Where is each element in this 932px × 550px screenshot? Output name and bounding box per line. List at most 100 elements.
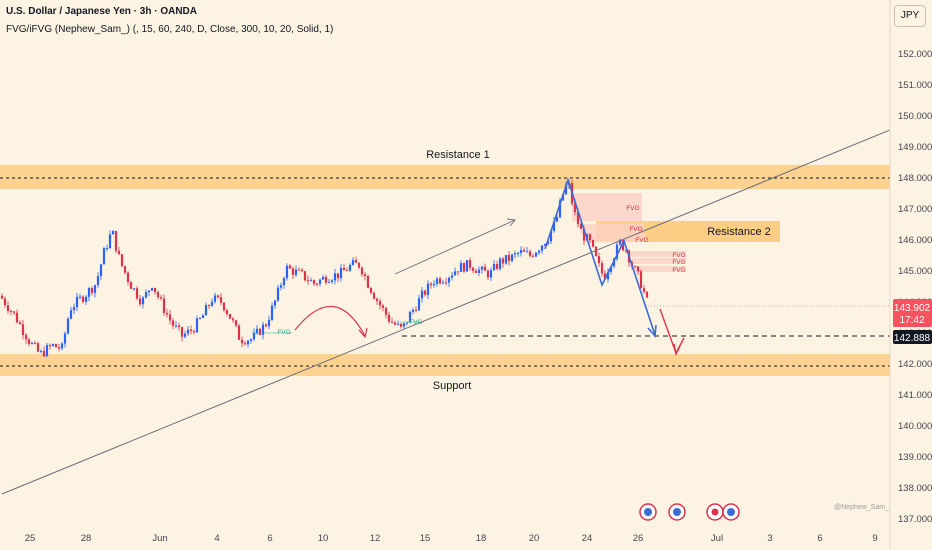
candle-body [258,328,262,335]
x-tick-label: 9 [872,533,877,544]
candle-body [537,250,541,253]
candle-body [168,314,172,321]
y-tick-label: 148.000 [898,173,932,184]
x-tick-label: 12 [370,533,381,544]
candle-body [390,321,394,323]
candle-body [246,340,250,345]
last-price-tag [893,299,932,327]
candle-body [264,324,268,327]
candle-body [621,240,625,251]
candle-body [489,270,493,278]
us-flag-icon-2[interactable] [668,503,686,521]
jp-flag-icon-1[interactable] [706,503,724,521]
pattern-arrowhead [647,324,657,338]
candle-body [555,217,559,222]
candle-body [345,270,349,272]
candle-body [465,260,469,272]
currency-button[interactable]: JPY [894,5,926,27]
candle-body [618,240,622,245]
y-tick-label: 137.000 [898,514,932,525]
candle-body [132,288,136,290]
candle-body [45,345,49,357]
fvg-label-1: FVG [277,329,290,336]
momentum-arrow-1 [394,219,516,275]
candle-body [228,314,232,319]
candle-body [291,268,295,275]
candle-body [225,310,229,315]
candle-body [159,297,163,299]
candle-body [294,269,298,275]
candle-body [411,309,415,312]
candle-body [150,287,154,291]
candle-body [312,280,316,284]
candle-body [513,253,517,255]
candle-body [501,258,505,264]
candle-body [108,234,112,249]
y-tick-label: 147.000 [898,204,932,215]
candle-body [162,298,166,313]
candle-body [483,266,487,271]
y-tick-label: 145.000 [898,266,932,277]
candle-body [552,221,556,231]
candle-body [588,234,592,240]
candle-body [318,279,322,284]
fvg-label-2: FVG [409,319,422,326]
candle-body [333,273,337,281]
candle-body [111,230,115,235]
candle-body [645,291,649,298]
candle-body [534,252,538,257]
candle-body [609,266,613,272]
x-tick-label: 10 [318,533,329,544]
candle-body [213,295,217,302]
candle-body [324,277,328,283]
x-tick-label: Jul [711,533,723,544]
candle-body [6,305,10,312]
ascending-trendline [1,129,891,495]
candle-body [594,246,598,257]
candle-body [24,334,28,340]
candle-body [27,339,31,344]
candle-body [93,285,97,293]
x-tick-label: 6 [267,533,272,544]
candle-body [135,288,139,299]
indicator-legend[interactable]: FVG/iFVG (Nephew_Sam_) (, 15, 60, 240, D… [6,24,334,35]
candle-body [591,239,595,247]
time-axis[interactable]: 25 28 Jun 4 6 10 12 15 18 20 24 26 Jul 3 6 9 [25,533,878,544]
price-axis[interactable]: 137.000 138.000 139.000 140.000 141.000 142.0… [898,49,932,525]
candle-body [453,271,457,276]
candle-body [114,230,118,251]
candle-body [285,265,289,279]
candle-body [549,230,553,242]
candle-body [330,280,334,282]
candle-body [525,251,529,253]
candle-body [240,339,244,344]
candle-body [297,269,301,271]
candle-body [120,254,124,267]
candle-body [402,323,406,327]
x-tick-label: 15 [420,533,431,544]
candle-body [504,254,508,264]
candle-body [486,270,490,278]
candle-body [405,322,409,324]
y-tick-label: 138.000 [898,483,932,494]
y-tick-label: 150.000 [898,111,932,122]
fvg-box-4 [630,251,686,257]
candle-body [33,342,37,344]
candle-body [348,264,352,271]
candle-body [522,249,526,252]
candle-body [186,329,190,334]
resistance-1-zone [0,165,890,189]
curved-arrow [294,305,366,337]
us-flag-icon-3[interactable] [722,503,740,521]
candle-body [459,263,463,272]
candle-body [273,300,277,306]
candle-body [153,287,157,293]
candle-body [201,315,205,319]
x-tick-label: 6 [817,533,822,544]
candle-body [72,307,76,311]
us-flag-icon-1[interactable] [639,503,657,521]
candle-body [102,248,106,265]
candle-body [480,266,484,270]
y-tick-label: 139.000 [898,452,932,463]
